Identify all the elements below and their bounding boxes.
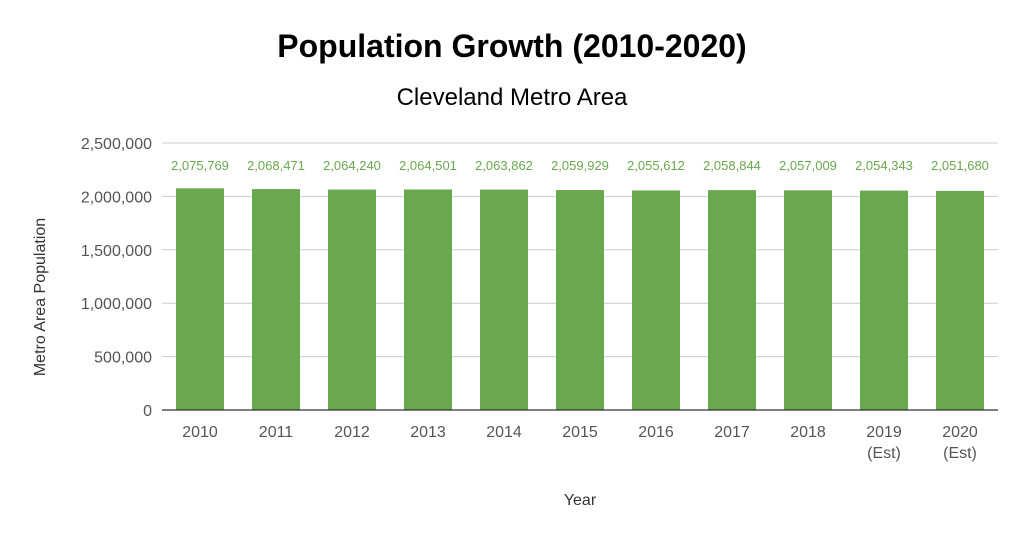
x-axis-title: Year (564, 492, 597, 509)
data-label: 2,075,769 (171, 158, 229, 173)
y-axis-ticks: 0 500,000 1,000,000 1,500,000 2,000,000 2,500… (81, 136, 152, 420)
y-axis-title: Metro Area Population (32, 218, 49, 376)
data-label: 2,063,862 (475, 158, 533, 173)
data-label: 2,058,844 (703, 158, 761, 173)
y-tick-label: 500,000 (94, 350, 152, 367)
x-tick-label: 2018 (790, 424, 826, 441)
data-label: 2,057,009 (779, 158, 837, 173)
data-label: 2,059,929 (551, 158, 609, 173)
bars (176, 188, 984, 410)
bar (784, 190, 832, 410)
bar (936, 190, 984, 410)
x-tick-label: 2010 (182, 424, 218, 441)
x-tick-label: 2016 (638, 424, 674, 441)
data-label: 2,068,471 (247, 158, 305, 173)
y-tick-label: 0 (143, 403, 152, 420)
x-tick-label: 2011 (259, 424, 294, 441)
data-label: 2,064,240 (323, 158, 381, 173)
y-tick-label: 2,500,000 (81, 136, 152, 153)
x-tick-label: 2020 (Est) (942, 424, 978, 462)
data-labels: 2,075,769 2,068,471 2,064,240 2,064,501 2,06… (171, 158, 989, 173)
data-label: 2,055,612 (627, 158, 685, 173)
x-tick-label: 2013 (410, 424, 446, 441)
chart-title: Population Growth (2010-2020) (277, 28, 747, 64)
y-tick-label: 1,500,000 (81, 243, 152, 260)
bar (556, 189, 604, 410)
bar (708, 190, 756, 410)
bar (252, 189, 300, 410)
y-tick-label: 1,000,000 (81, 296, 152, 313)
data-label: 2,054,343 (855, 158, 913, 173)
bar (328, 189, 376, 410)
x-tick-label: 2017 (714, 424, 750, 441)
data-label: 2,064,501 (399, 158, 457, 173)
bar (632, 190, 680, 410)
data-label: 2,051,680 (931, 158, 989, 173)
bar (860, 190, 908, 410)
bar (404, 189, 452, 410)
y-tick-label: 2,000,000 (81, 189, 152, 206)
x-tick-label: 2015 (562, 424, 598, 441)
x-tick-label: 2012 (334, 424, 370, 441)
x-tick-label: 2019 (Est) (866, 424, 902, 462)
bar (480, 189, 528, 410)
chart-subtitle: Cleveland Metro Area (396, 84, 628, 111)
x-tick-label: 2014 (486, 424, 522, 441)
x-axis-ticks: 2010 2011 2012 2013 2014 2015 2016 2017 2018 2019… (182, 424, 978, 462)
bar (176, 188, 224, 410)
